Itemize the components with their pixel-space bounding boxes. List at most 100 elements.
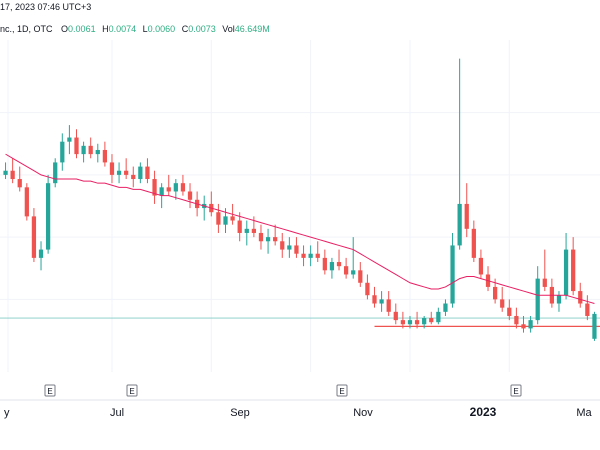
candle[interactable] <box>315 241 320 263</box>
candle[interactable] <box>478 249 484 279</box>
earnings-marker[interactable]: E <box>126 384 138 397</box>
candle[interactable] <box>95 143 100 163</box>
candle[interactable] <box>280 232 285 258</box>
candle[interactable] <box>443 299 448 316</box>
candle-body <box>556 295 562 304</box>
candle[interactable] <box>145 158 150 184</box>
candle[interactable] <box>209 191 214 217</box>
candle[interactable] <box>400 311 406 329</box>
candle[interactable] <box>507 299 512 321</box>
candle[interactable] <box>485 266 491 292</box>
candle[interactable] <box>528 315 533 333</box>
candle[interactable] <box>578 282 583 308</box>
candle[interactable] <box>67 125 72 155</box>
candle[interactable] <box>592 311 597 341</box>
candle[interactable] <box>251 216 257 238</box>
candle[interactable] <box>45 174 51 254</box>
candle-body <box>180 183 186 192</box>
candle[interactable] <box>173 179 178 200</box>
candle[interactable] <box>109 154 115 184</box>
candle[interactable] <box>542 249 547 292</box>
candle[interactable] <box>265 228 271 254</box>
candle[interactable] <box>514 307 519 329</box>
candle[interactable] <box>74 129 79 159</box>
candle[interactable] <box>556 291 562 312</box>
candle[interactable] <box>3 162 8 180</box>
candle[interactable] <box>571 237 576 296</box>
candle[interactable] <box>38 241 44 271</box>
earnings-marker-box <box>44 384 56 397</box>
candle[interactable] <box>102 141 108 167</box>
candle[interactable] <box>17 166 22 192</box>
earnings-marker[interactable]: E <box>336 384 348 397</box>
candle[interactable] <box>24 183 29 221</box>
candle[interactable] <box>237 212 242 242</box>
candle[interactable] <box>393 303 398 325</box>
candle[interactable] <box>294 237 299 258</box>
candle-body <box>216 212 221 225</box>
candle-body <box>244 228 249 233</box>
moving-average-line[interactable] <box>5 153 595 305</box>
candle[interactable] <box>301 245 306 267</box>
candle[interactable] <box>138 162 143 184</box>
candle[interactable] <box>436 307 441 325</box>
candle[interactable] <box>53 158 58 188</box>
candle[interactable] <box>124 158 129 180</box>
candle[interactable] <box>329 257 335 279</box>
candle[interactable] <box>287 237 292 258</box>
candle-body <box>17 179 22 188</box>
candle-body <box>542 278 547 287</box>
candle[interactable] <box>131 166 136 188</box>
candle[interactable] <box>372 286 377 308</box>
candle-body <box>450 245 455 304</box>
candle[interactable] <box>258 224 264 250</box>
candle-body <box>3 170 8 175</box>
candle[interactable] <box>414 311 420 329</box>
candle[interactable] <box>585 295 590 321</box>
candle[interactable] <box>88 137 93 159</box>
candle[interactable] <box>166 174 171 196</box>
candle[interactable] <box>244 220 249 246</box>
candle[interactable] <box>180 174 186 196</box>
candle[interactable] <box>500 286 505 312</box>
candle[interactable] <box>549 278 555 308</box>
candle[interactable] <box>422 315 427 329</box>
candle[interactable] <box>116 162 122 184</box>
earnings-marker[interactable]: E <box>510 384 522 397</box>
candle[interactable] <box>273 224 278 246</box>
candle[interactable] <box>336 249 342 271</box>
candle[interactable] <box>10 158 15 184</box>
candle[interactable] <box>429 311 434 325</box>
candle[interactable] <box>471 220 476 263</box>
candle[interactable] <box>464 183 469 238</box>
earnings-marker[interactable]: E <box>44 384 56 397</box>
candle[interactable] <box>31 208 37 263</box>
candle-body <box>471 228 476 258</box>
candle[interactable] <box>379 291 384 312</box>
candle-body <box>24 187 29 217</box>
candle[interactable] <box>322 249 327 275</box>
candle[interactable] <box>450 232 455 308</box>
candle[interactable] <box>351 237 356 279</box>
candle-body <box>223 216 228 225</box>
candle[interactable] <box>343 257 349 279</box>
candle[interactable] <box>216 203 221 233</box>
candle[interactable] <box>358 262 363 287</box>
candle[interactable] <box>60 133 65 171</box>
candle[interactable] <box>187 183 193 209</box>
candle-body <box>592 313 597 339</box>
candle[interactable] <box>521 315 526 333</box>
candle[interactable] <box>563 232 569 300</box>
candle[interactable] <box>152 170 157 204</box>
time-axis[interactable]: y Jul Sep Nov 2023 Ma <box>0 399 600 419</box>
candle[interactable] <box>202 195 207 221</box>
candle[interactable] <box>407 315 413 329</box>
candle-layer[interactable] <box>3 58 597 341</box>
candle[interactable] <box>386 291 391 316</box>
candle[interactable] <box>81 141 86 163</box>
candle[interactable] <box>365 274 370 300</box>
candle[interactable] <box>457 58 462 250</box>
candle[interactable] <box>308 245 313 267</box>
